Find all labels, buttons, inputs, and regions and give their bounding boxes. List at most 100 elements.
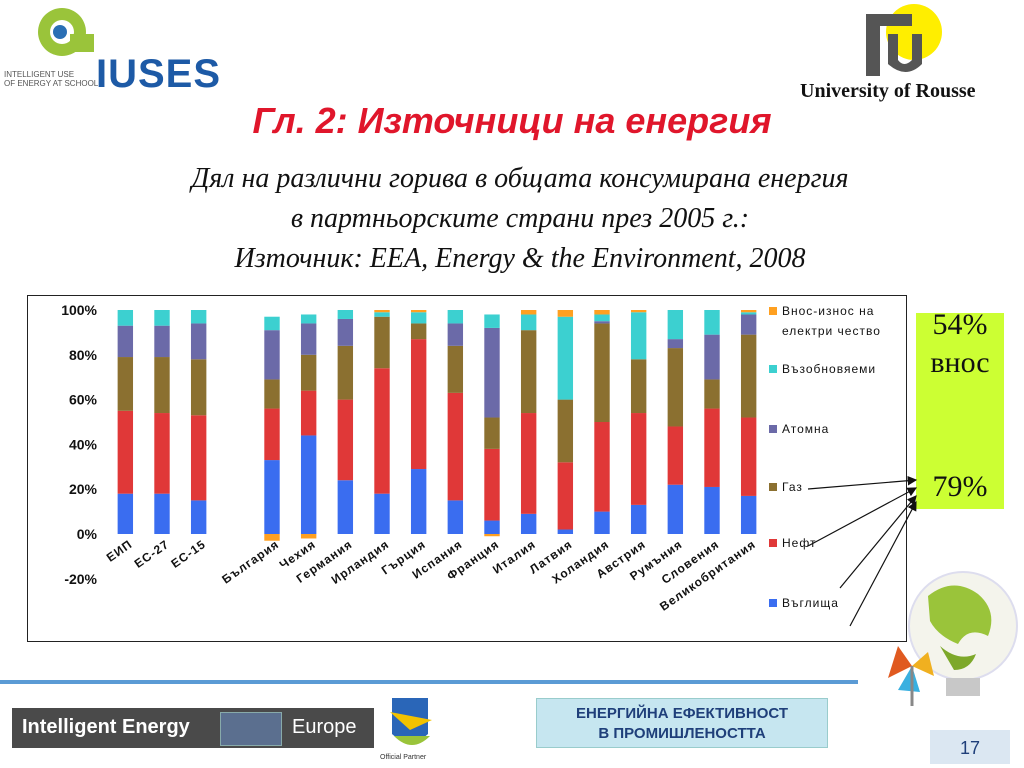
- legend-label: Възобновяеми: [782, 362, 876, 376]
- y-tick-label: 60%: [69, 392, 98, 408]
- bar-segment: [154, 413, 170, 494]
- x-tick-label: ЕС-15: [168, 537, 208, 571]
- legend-swatch: [769, 599, 777, 607]
- bar-segment: [300, 390, 317, 436]
- callout-box: [916, 313, 1004, 509]
- slide-title: Гл. 2: Източници на енергия: [252, 100, 772, 141]
- bar-segment: [557, 529, 574, 534]
- bar-segment: [154, 493, 170, 534]
- bar-segment: [190, 359, 207, 416]
- bar-segment: [117, 357, 134, 411]
- bar-segment: [484, 520, 500, 534]
- bar-segment: [740, 417, 757, 496]
- bar-segment: [594, 314, 610, 322]
- bar-segment: [740, 334, 757, 418]
- bar-segment: [374, 316, 390, 369]
- legend-swatch: [769, 425, 777, 433]
- bar-segment: [374, 310, 390, 313]
- legend-label: Въглища: [782, 596, 839, 610]
- bar-segment: [337, 480, 354, 534]
- bar-segment: [484, 314, 500, 328]
- bar-segment: [447, 345, 464, 393]
- bar-segment: [557, 399, 574, 463]
- bar-segment: [264, 316, 280, 331]
- bar-segment: [630, 310, 647, 313]
- iuses-logo: [38, 8, 94, 56]
- bar-segment: [557, 462, 574, 530]
- y-tick-label: 100%: [61, 302, 97, 318]
- bar-segment: [740, 310, 757, 313]
- bar-segment: [190, 500, 207, 534]
- bar-segment: [264, 330, 280, 380]
- partner-label: Official Partner: [380, 754, 427, 761]
- subtitle-line-3: Източник: EEA, Energy & the Environment,…: [234, 243, 806, 274]
- bar-segment: [704, 310, 720, 335]
- bar-segment: [154, 310, 170, 326]
- bar-segment: [447, 392, 464, 501]
- partner-logo: [382, 690, 438, 754]
- callout-import-percent: 54%: [932, 308, 988, 341]
- bar-segment: [117, 310, 134, 326]
- bar-segment: [300, 435, 317, 534]
- bar-segment: [337, 310, 354, 319]
- bar-segment: [300, 323, 317, 355]
- callout-import-label: внос: [930, 346, 990, 379]
- bar-segment: [704, 334, 720, 380]
- lightbulb-globe-icon: [888, 571, 1018, 706]
- bar-segment: [704, 408, 720, 487]
- bar-segment: [484, 534, 500, 537]
- bar-segment: [630, 413, 647, 505]
- bar-segment: [520, 413, 537, 514]
- bar-segment: [667, 310, 684, 340]
- energy-efficiency-badge: [536, 698, 828, 748]
- page-number: 17: [959, 738, 981, 758]
- iuses-tagline-line1: INTELLIGENT USE: [4, 70, 75, 79]
- bar-segment: [484, 327, 500, 418]
- bar-segment: [410, 310, 427, 313]
- bar-segment: [190, 323, 207, 360]
- bar-segment: [410, 323, 427, 340]
- y-tick-label: -20%: [64, 571, 97, 587]
- bar-segment: [704, 486, 720, 534]
- y-tick-label: 40%: [69, 436, 98, 452]
- bar-segment: [410, 339, 427, 470]
- bar-segment: [410, 312, 427, 324]
- bar-segment: [117, 325, 134, 358]
- university-logo: [866, 4, 942, 76]
- bar-segment: [740, 495, 757, 534]
- bar-segment: [520, 310, 537, 315]
- x-tick-label: ЕИП: [104, 537, 135, 565]
- bar-segment: [594, 511, 610, 534]
- y-tick-label: 20%: [69, 481, 98, 497]
- bar-segment: [300, 354, 317, 391]
- x-tick-label: ЕС-27: [132, 537, 172, 571]
- bar-segment: [630, 312, 647, 360]
- bar-segment: [410, 469, 427, 534]
- bar-segment: [337, 345, 354, 400]
- bar-segment: [667, 348, 684, 427]
- bar-segment: [264, 534, 280, 541]
- bar-segment: [447, 323, 464, 346]
- bar-segment: [190, 415, 207, 501]
- x-tick-label: България: [219, 537, 281, 587]
- subtitle-line-1: Дял на различни горива в общата консумир…: [191, 163, 849, 194]
- legend-swatch: [769, 539, 777, 547]
- legend-swatch: [769, 307, 777, 315]
- bar-segment: [704, 379, 720, 409]
- bar-segment: [630, 359, 647, 414]
- bar-segment: [300, 314, 317, 324]
- ee-badge-line-2: В ПРОМИШЛЕНОСТТА: [598, 725, 766, 742]
- eu-flag-icon: [220, 712, 282, 746]
- y-tick-label: 0%: [77, 526, 98, 542]
- bar-segment: [264, 460, 280, 534]
- callout-arrows: [807, 475, 918, 627]
- subtitle-line-2: в партньорските страни през 2005 г.:: [290, 203, 750, 234]
- bar-segment: [520, 513, 537, 534]
- bar-segment: [557, 310, 574, 317]
- bar-segment: [594, 321, 610, 324]
- bar-segment: [630, 504, 647, 534]
- bar-segment: [484, 448, 500, 521]
- bar-segment: [337, 318, 354, 346]
- bar-segment: [300, 534, 317, 539]
